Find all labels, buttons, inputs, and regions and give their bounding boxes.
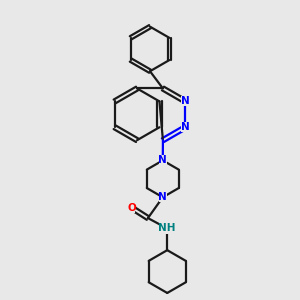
FancyBboxPatch shape bbox=[182, 122, 189, 132]
FancyBboxPatch shape bbox=[182, 96, 189, 106]
FancyBboxPatch shape bbox=[128, 202, 135, 213]
Text: N: N bbox=[181, 122, 190, 132]
Text: N: N bbox=[158, 192, 167, 202]
FancyBboxPatch shape bbox=[160, 224, 175, 233]
Text: N: N bbox=[181, 96, 190, 106]
FancyBboxPatch shape bbox=[159, 192, 166, 202]
Text: N: N bbox=[158, 155, 167, 165]
Text: O: O bbox=[127, 203, 136, 213]
FancyBboxPatch shape bbox=[159, 155, 166, 166]
Text: NH: NH bbox=[158, 224, 176, 233]
